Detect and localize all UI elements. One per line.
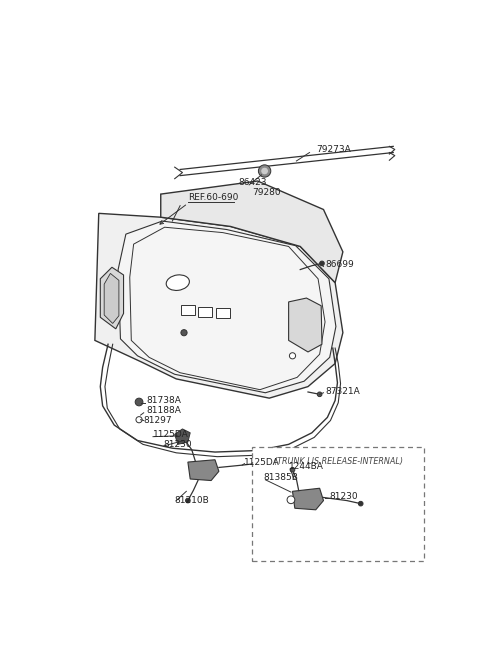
Text: 81210B: 81210B <box>175 496 209 505</box>
Ellipse shape <box>135 398 143 406</box>
Text: 1244BA: 1244BA <box>288 462 324 471</box>
FancyBboxPatch shape <box>181 305 195 314</box>
Ellipse shape <box>253 461 258 466</box>
Text: 81188A: 81188A <box>147 406 181 415</box>
Ellipse shape <box>181 329 187 336</box>
Ellipse shape <box>320 261 324 266</box>
Polygon shape <box>288 298 322 352</box>
Polygon shape <box>118 221 336 393</box>
Polygon shape <box>188 460 219 481</box>
FancyBboxPatch shape <box>198 307 212 317</box>
Polygon shape <box>292 488 324 510</box>
Text: REF.60-690: REF.60-690 <box>188 193 238 202</box>
Text: 81385B: 81385B <box>263 473 298 482</box>
Ellipse shape <box>258 165 271 177</box>
Text: 79280: 79280 <box>252 188 281 197</box>
Polygon shape <box>95 214 343 398</box>
Ellipse shape <box>166 275 190 290</box>
FancyBboxPatch shape <box>216 308 230 318</box>
Ellipse shape <box>359 501 363 506</box>
Text: 81230: 81230 <box>330 492 359 501</box>
Ellipse shape <box>261 167 268 175</box>
Ellipse shape <box>290 468 295 472</box>
Text: 81738A: 81738A <box>147 396 181 405</box>
FancyBboxPatch shape <box>252 447 424 561</box>
Text: 81230: 81230 <box>163 440 192 449</box>
Text: 87321A: 87321A <box>325 388 360 396</box>
Polygon shape <box>100 267 123 329</box>
Polygon shape <box>161 181 343 283</box>
Text: 79273A: 79273A <box>316 145 350 154</box>
Ellipse shape <box>287 496 295 504</box>
Polygon shape <box>175 429 190 444</box>
Ellipse shape <box>289 353 296 359</box>
Ellipse shape <box>317 392 322 397</box>
Text: 86699: 86699 <box>325 261 354 269</box>
Text: 86423: 86423 <box>238 178 267 187</box>
Polygon shape <box>104 273 119 324</box>
Text: (TRUNK LIS RELEASE-INTERNAL): (TRUNK LIS RELEASE-INTERNAL) <box>274 457 403 466</box>
Text: 1125DA: 1125DA <box>153 430 189 439</box>
Text: 1125DA: 1125DA <box>244 458 280 466</box>
Text: 81297: 81297 <box>144 416 172 425</box>
Ellipse shape <box>186 498 190 503</box>
Ellipse shape <box>136 417 142 422</box>
